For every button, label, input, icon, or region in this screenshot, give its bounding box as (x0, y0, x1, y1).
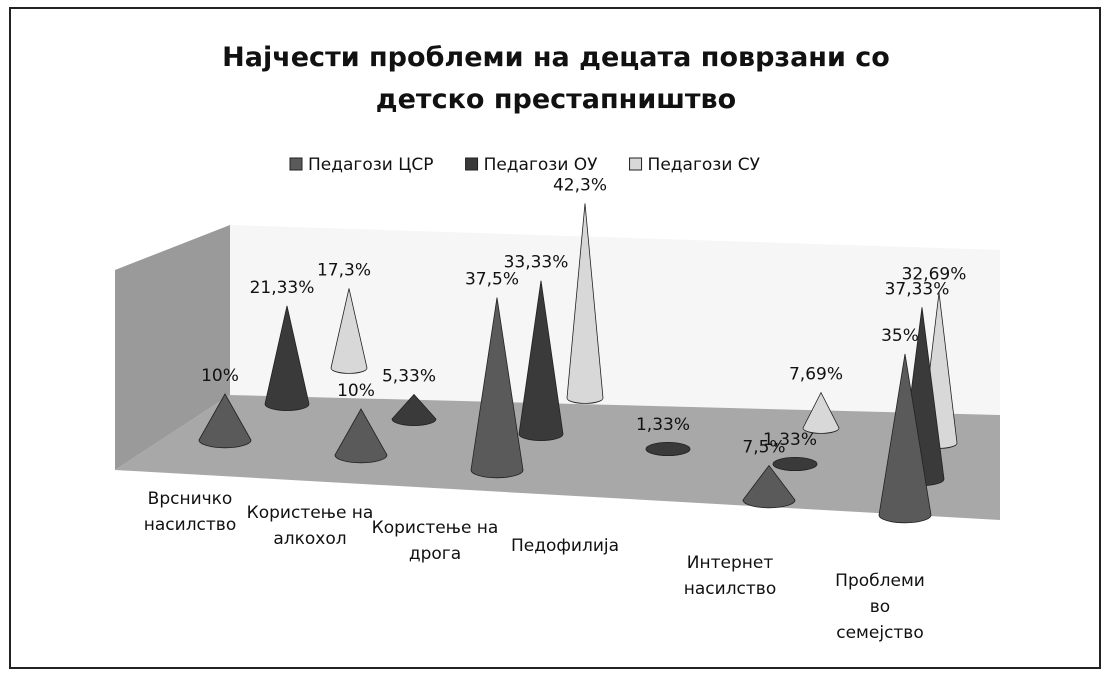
cone (518, 280, 564, 441)
cone-body (330, 288, 368, 374)
cone-body (802, 391, 840, 434)
data-label: 5,33% (382, 366, 436, 386)
cone-body (264, 305, 310, 411)
cone (802, 391, 840, 434)
data-label: 7,69% (789, 365, 843, 385)
cone (264, 305, 310, 411)
legend-label: Педагози ЦСР (308, 155, 434, 175)
cone (391, 393, 437, 426)
data-label: 37,5% (465, 270, 519, 290)
cone-base (645, 441, 691, 456)
cone-body (878, 353, 932, 524)
x-tick-label: Врсничко насилство (143, 489, 237, 535)
chart-title: Најчести проблеми на децата поврзани со д… (222, 42, 890, 115)
cone-body (742, 464, 796, 509)
back-wall-left (115, 225, 230, 470)
cone (470, 297, 524, 479)
cone (334, 408, 388, 464)
legend-label: Педагози ОУ (484, 155, 599, 175)
cone (772, 456, 818, 471)
x-tick-label: Интернет насилство (683, 553, 777, 599)
data-label: 42,3% (553, 175, 607, 195)
data-label: 1,33% (763, 430, 817, 450)
cone-body (470, 297, 524, 479)
legend-label: Педагози СУ (648, 155, 761, 175)
cone-body (518, 280, 564, 441)
cone (330, 288, 368, 374)
cone (742, 464, 796, 509)
data-label: 1,33% (636, 415, 690, 435)
legend-swatch (629, 157, 643, 171)
cone-body (334, 408, 388, 464)
cone-base (772, 456, 818, 471)
cone-body (391, 393, 437, 426)
data-label: 10% (201, 366, 239, 386)
cone-body (198, 393, 252, 449)
x-tick-label: Педофилија (510, 536, 620, 556)
legend-swatch (289, 157, 303, 171)
cone-body (566, 203, 604, 404)
x-tick-label: Користење на алкохол (246, 503, 374, 549)
x-tick-label: Проблеми во семејство (835, 571, 925, 643)
data-label: 7,5% (742, 438, 785, 458)
cone (566, 203, 604, 404)
data-label: 10% (337, 381, 375, 401)
back-wall (230, 225, 1000, 415)
data-label: 35% (881, 326, 919, 346)
data-label: 21,33% (250, 278, 315, 298)
cone (878, 353, 932, 524)
legend-swatch (465, 157, 479, 171)
data-label: 33,33% (504, 253, 569, 273)
x-tick-label: Користење на дрога (371, 518, 499, 564)
cone (198, 393, 252, 449)
cone (645, 441, 691, 456)
data-label: 17,3% (317, 260, 371, 280)
data-label: 37,33% (885, 279, 950, 299)
data-label: 32,69% (902, 265, 967, 285)
